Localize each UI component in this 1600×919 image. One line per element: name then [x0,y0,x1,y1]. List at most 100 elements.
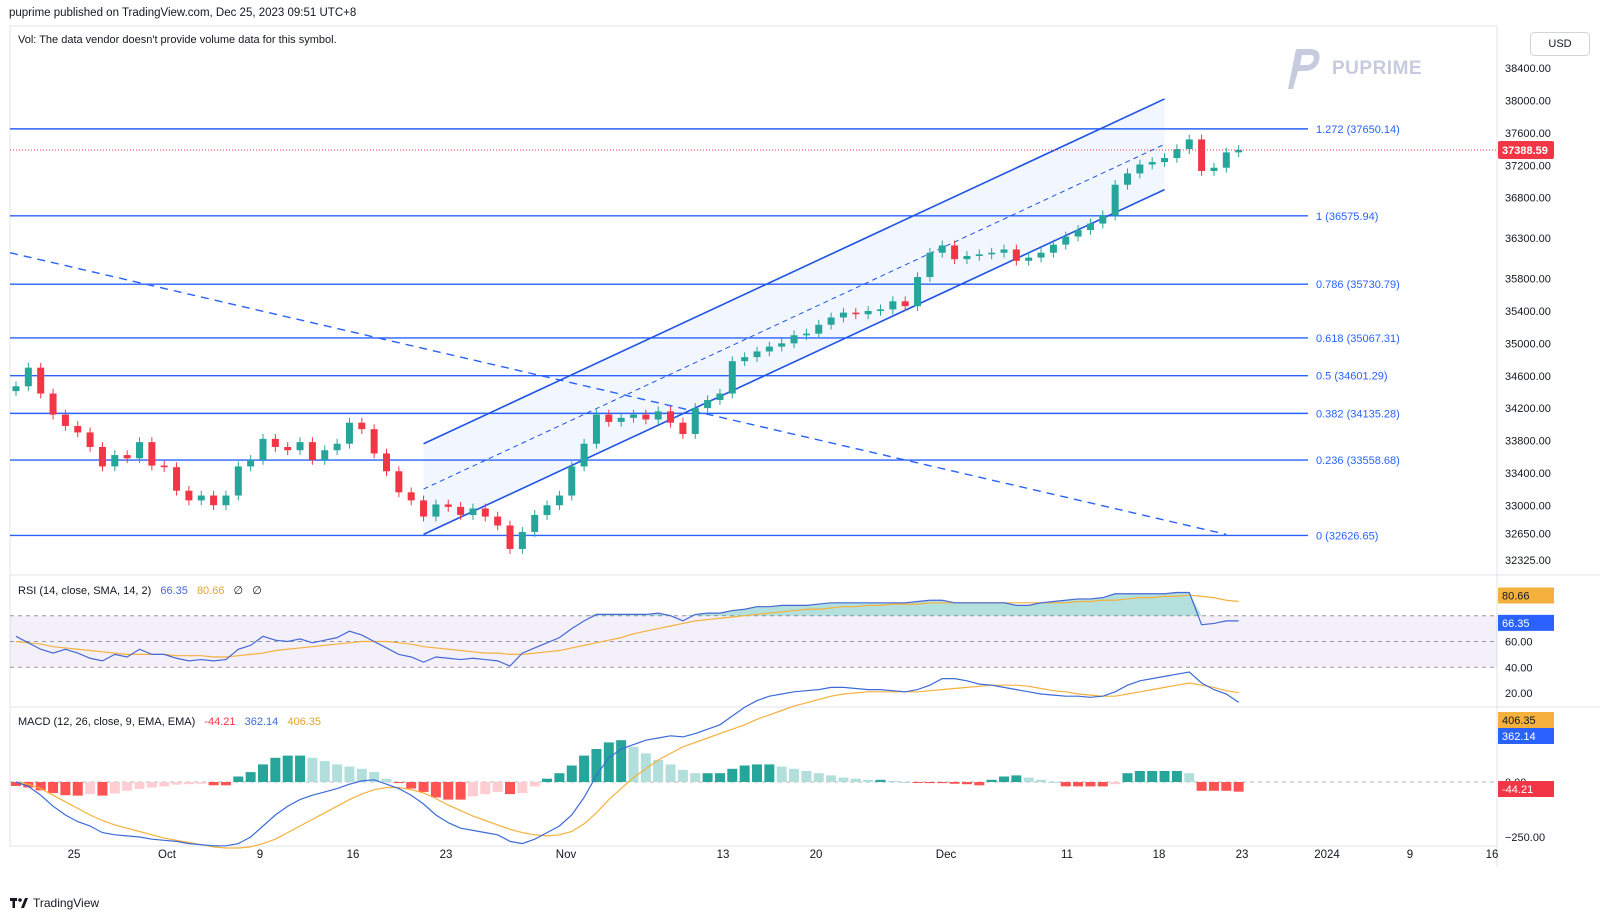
macd-histogram-bar [1147,771,1158,782]
macd-histogram-bar [999,776,1009,782]
price-tick-label: 36300.00 [1505,233,1551,245]
rsi-tick-label: 20.00 [1505,688,1533,700]
candle-body [432,504,440,517]
candle-body [86,432,94,447]
candle-body [457,506,465,515]
candle-body [358,422,366,430]
candle-body [1185,139,1193,150]
macd-histogram-bar [813,773,824,782]
macd-histogram-bar [381,778,392,782]
candle-body [1025,257,1033,261]
macd-histogram-bar [789,768,800,782]
macd-histogram-bar [1221,782,1232,791]
candle-body [827,317,835,325]
macd-histogram-bar [356,768,367,782]
watermark-text: PUPRIME [1332,58,1423,79]
fib-level-label: 1.272 (37650.14) [1316,124,1400,136]
candle-body [1210,167,1218,171]
time-tick-label: 23 [1236,849,1249,861]
macd-histogram-bar [566,765,577,782]
candle-body [185,490,193,501]
macd-histogram-bar [863,779,874,782]
macd-histogram-bar [406,782,417,789]
macd-histogram-bar [875,779,886,782]
candle-body [1086,223,1094,231]
price-tick-label: 32650.00 [1505,529,1551,541]
candle-body [988,252,996,255]
macd-histogram-bar [270,757,281,782]
histogram-tag-value: -44.21 [1502,784,1533,796]
last-price-value: 37388.59 [1502,145,1548,157]
macd-histogram-bar [146,782,157,788]
macd-histogram-bar [430,782,441,798]
candle-body [49,393,57,415]
macd-histogram-bar [677,769,688,782]
puprime-logo-icon [1288,49,1320,89]
rsi-legend: RSI (14, close, SMA, 14, 2) 66.35 80.66 … [18,584,268,597]
candle-body [1235,149,1243,153]
candle-body [37,367,45,394]
candle-body [654,411,662,420]
macd-histogram-bar [1159,771,1170,782]
macd-histogram-bar [245,772,256,782]
candle-body [864,311,872,315]
macd-histogram-bar [467,782,478,797]
candle-body [518,531,526,549]
candle-body [123,455,131,459]
candle-body [148,442,156,466]
candle-body [12,386,20,392]
currency-button[interactable]: USD [1530,32,1590,56]
time-tick-label: 16 [1486,849,1499,861]
rsi-line [15,591,1239,667]
candle-body [580,443,588,467]
candle-body [716,393,724,401]
price-tick-label: 34600.00 [1505,371,1551,383]
candle-body [247,459,255,467]
candle-body [173,467,181,491]
candle-body [691,408,699,435]
candle-body [1012,249,1020,261]
signal-tag-value: 406.35 [1502,715,1536,727]
macd-histogram-bar [1097,782,1108,787]
candle-body [1148,162,1156,165]
macd-hist-legend-value: -44.21 [204,716,236,728]
macd-histogram-bar [1134,771,1145,782]
macd-histogram-bar [1122,773,1133,782]
price-tick-label: 35000.00 [1505,338,1551,350]
candle-body [877,309,884,311]
candle-body [901,301,909,307]
candle-body [630,414,637,418]
macd-histogram-bar [1085,782,1096,787]
candle-body [753,351,761,358]
macd-histogram-bar [924,782,935,784]
tradingview-brand[interactable]: TradingView [10,896,99,910]
candle-body [395,471,403,493]
macd-histogram-bar [1184,773,1195,782]
macd-histogram-bar [900,782,911,783]
macd-histogram-bar [986,779,997,782]
candle-body [1000,249,1008,253]
time-tick-label: Dec [936,849,957,861]
macd-histogram-bar [196,782,207,784]
fib-level-label: 0.5 (34601.29) [1316,371,1388,383]
macd-histogram-bar [97,782,108,796]
candle-body [284,446,292,451]
candle-body [271,438,279,447]
candle-body [555,495,563,506]
macd-histogram-bar [714,773,725,782]
macd-histogram-bar [85,782,96,795]
macd-histogram-bar [764,764,775,782]
rsi-legend-empty-2: ∅ [252,585,262,597]
time-tick-label: 18 [1153,849,1166,861]
macd-histogram-bar [887,780,898,782]
macd-histogram-bar [183,782,194,785]
candle-body [420,500,428,517]
candle-body [1124,173,1131,185]
fib-level-label: 0.618 (35067.31) [1316,333,1400,345]
macd-histogram-bar [961,782,972,785]
candle-body [765,346,773,352]
macd-histogram-bar [455,782,466,800]
candle-body [308,442,316,460]
macd-histogram-bar [295,755,306,782]
